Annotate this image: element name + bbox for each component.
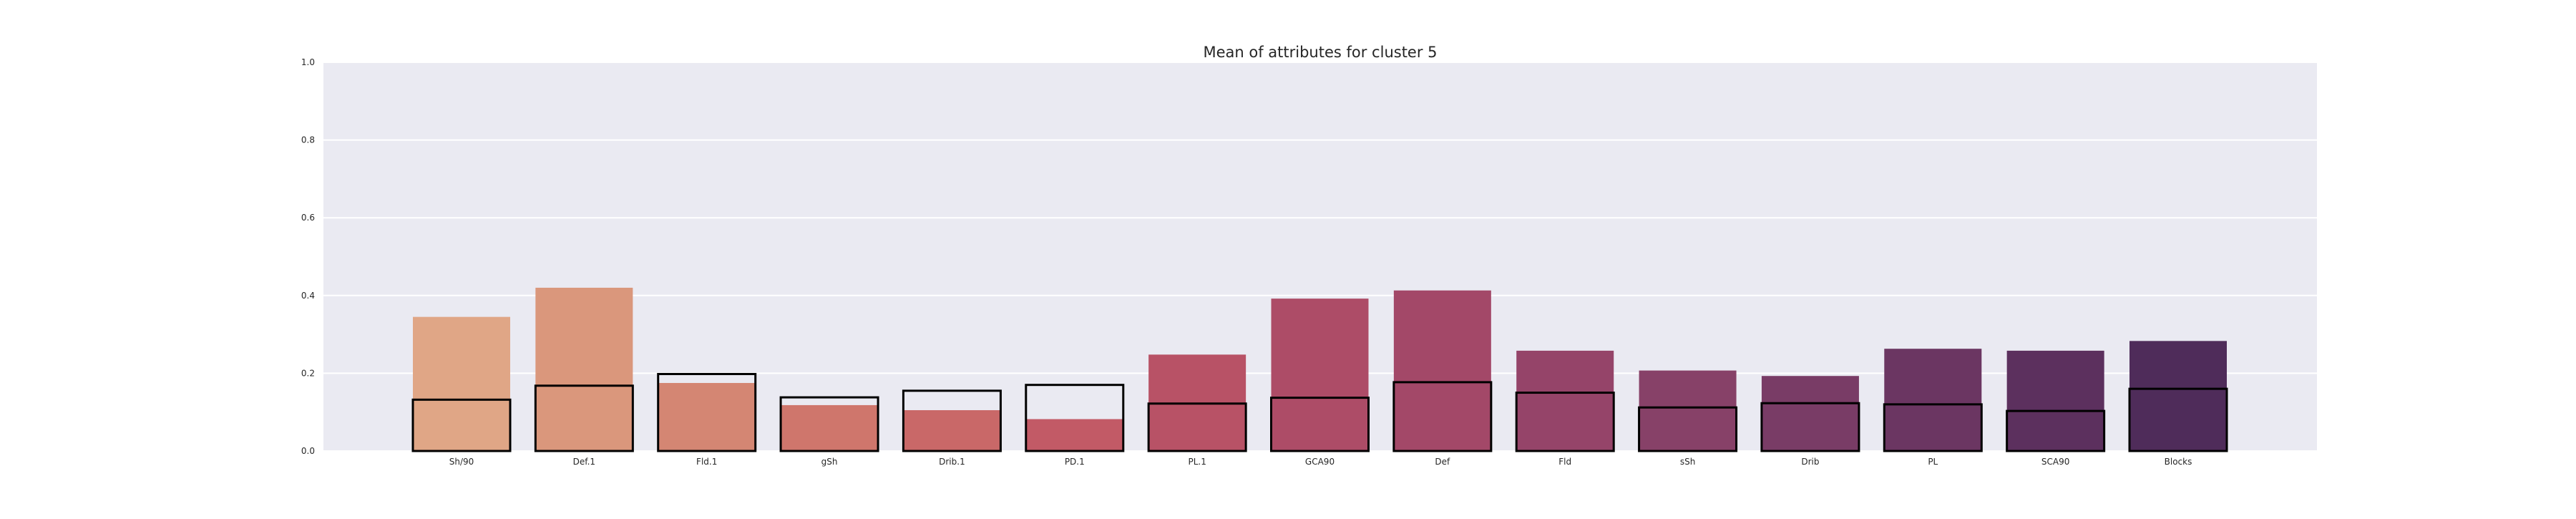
outline-bar-pl-1 [1147, 402, 1247, 452]
x-tick-label: PD.1 [1065, 457, 1085, 467]
outline-bar-sh-90 [411, 398, 512, 452]
outline-bar-def [1392, 381, 1493, 452]
bar-gsh [781, 404, 879, 451]
bar-sh-90 [413, 316, 510, 451]
bar-sca90 [2006, 350, 2104, 451]
bar-def [1393, 290, 1491, 451]
outline-bars [411, 372, 2228, 452]
y-tick-label: 1.0 [301, 57, 315, 67]
outline-bar-pd-1 [1025, 384, 1125, 452]
bar-ssh [1639, 370, 1737, 451]
y-tick-label: 0.0 [301, 446, 315, 456]
outline-bar-sca90 [2006, 409, 2106, 452]
x-tick-label: Fld [1558, 457, 1571, 467]
bar-gca90 [1271, 299, 1369, 451]
bars [413, 287, 2227, 451]
x-tick-label: Drib [1801, 457, 1819, 467]
bar-pl [1884, 349, 1982, 451]
bar-pd-1 [1025, 419, 1123, 451]
outline-bar-drib [1760, 402, 1860, 452]
bar-fld [1516, 350, 1614, 451]
x-tick-label: PL.1 [1188, 457, 1206, 467]
x-tick-label: sSh [1680, 457, 1695, 467]
x-tick-label: Sh/90 [449, 457, 474, 467]
outline-bar-drib-1 [902, 389, 1002, 452]
x-tick-label: Def [1435, 457, 1450, 467]
outline-bar-gsh [779, 396, 879, 452]
bar-blocks [2129, 341, 2227, 451]
x-tick-label: GCA90 [1305, 457, 1335, 467]
outline-bar-blocks [2128, 387, 2228, 452]
bar-drib-1 [903, 409, 1001, 451]
bar-fld-1 [658, 382, 756, 451]
y-tick-label: 0.8 [301, 135, 315, 145]
bar-def-1 [535, 287, 633, 451]
x-tick-label: SCA90 [2041, 457, 2069, 467]
y-tick-labels: 0.0 0.2 0.4 0.6 0.8 1.0 [301, 57, 315, 456]
x-tick-label: Drib.1 [939, 457, 965, 467]
outline-bar-pl [1883, 403, 1983, 452]
outline-bar-def-1 [534, 384, 634, 452]
bar-drib [1761, 376, 1859, 451]
x-tick-label: Def.1 [573, 457, 595, 467]
x-tick-labels: Sh/90 Def.1 Fld.1 gSh Drib.1 PD.1 PL.1 GCA90 Def… [449, 457, 2192, 467]
x-tick-label: Blocks [2165, 457, 2192, 467]
x-tick-label: Fld.1 [696, 457, 717, 467]
outline-bar-gca90 [1270, 397, 1370, 452]
outline-bar-fld-1 [657, 372, 757, 452]
y-tick-label: 0.2 [301, 368, 315, 378]
y-tick-label: 0.6 [301, 213, 315, 223]
chart-title: Mean of attributes for cluster 5 [1203, 44, 1437, 61]
y-tick-label: 0.4 [301, 291, 315, 301]
x-tick-label: gSh [821, 457, 838, 467]
outline-bar-ssh [1638, 406, 1738, 452]
x-tick-label: PL [1928, 457, 1938, 467]
outline-bar-fld [1515, 392, 1615, 452]
